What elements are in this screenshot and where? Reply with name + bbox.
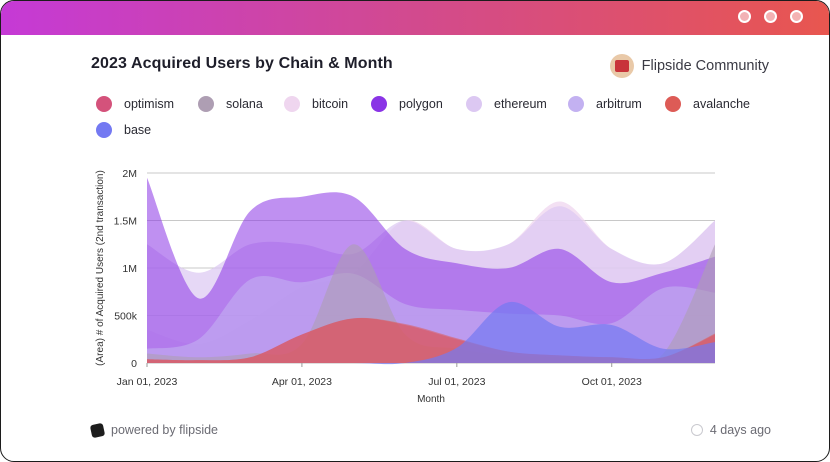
x-axis-label: Month xyxy=(417,394,445,405)
legend-item-base[interactable]: base xyxy=(96,121,156,138)
clock-icon xyxy=(690,424,703,436)
y-tick-label: 2M xyxy=(122,168,137,180)
legend-item-solana[interactable]: solana xyxy=(198,95,284,112)
legend-label: avalanche xyxy=(693,96,750,111)
legend-swatch xyxy=(96,95,112,112)
flipside-logo-icon xyxy=(89,422,106,438)
legend-item-optimism[interactable]: optimism xyxy=(96,95,198,112)
chart-title: 2023 Acquired Users by Chain & Month xyxy=(91,55,393,72)
legend-label: bitcoin xyxy=(312,96,349,111)
legend-label: optimism xyxy=(124,96,175,111)
brand-name: Flipside Community xyxy=(641,58,769,74)
legend-item-bitcoin[interactable]: bitcoin xyxy=(284,95,371,112)
chart-legend: optimism solana bitcoin polygon ethereum arbi… xyxy=(96,95,776,138)
legend-item-avalanche[interactable]: avalanche xyxy=(665,95,759,112)
x-tick-label: Oct 01, 2023 xyxy=(582,376,642,388)
y-axis-label: (Area) # of Acquired Users (2nd transact… xyxy=(95,170,106,366)
window-header-bar xyxy=(1,1,829,35)
x-tick-label: Apr 01, 2023 xyxy=(272,376,332,388)
y-tick-label: 1M xyxy=(122,263,137,275)
legend-swatch xyxy=(198,95,214,112)
last-updated: 4 days ago xyxy=(690,423,771,437)
legend-label: base xyxy=(124,122,152,137)
legend-label: solana xyxy=(226,96,263,111)
area-chart: 0 500k 1M 1.5M 2M Jan 01, 2023 Apr 01, 2023 Jul… xyxy=(95,168,715,405)
window-dot-icon[interactable] xyxy=(764,10,777,23)
legend-label: arbitrum xyxy=(596,96,642,111)
area-base xyxy=(147,301,715,365)
x-tick-label: Jul 01, 2023 xyxy=(428,376,485,388)
legend-swatch xyxy=(466,95,482,112)
window-dot-icon[interactable] xyxy=(790,10,803,23)
legend-swatch xyxy=(665,95,681,112)
y-tick-label: 0 xyxy=(131,358,137,370)
legend-swatch xyxy=(371,95,387,112)
brand[interactable]: Flipside Community xyxy=(609,54,769,78)
last-updated-text: 4 days ago xyxy=(709,423,771,437)
legend-swatch xyxy=(284,95,300,112)
legend-item-arbitrum[interactable]: arbitrum xyxy=(568,95,665,112)
y-tick-label: 1.5M xyxy=(114,216,137,228)
powered-by[interactable]: powered by flipside xyxy=(89,422,219,438)
area-avalanche xyxy=(147,317,715,363)
legend-label: ethereum xyxy=(494,96,547,111)
legend-item-ethereum[interactable]: ethereum xyxy=(466,95,568,112)
legend-label: polygon xyxy=(399,96,443,111)
flipside-avatar-icon xyxy=(609,54,634,78)
legend-item-polygon[interactable]: polygon xyxy=(371,95,466,112)
x-tick-label: Jan 01, 2023 xyxy=(117,376,178,388)
window-dot-icon[interactable] xyxy=(738,10,751,23)
powered-by-text: powered by flipside xyxy=(111,423,219,437)
legend-swatch xyxy=(568,95,584,112)
y-tick-label: 500k xyxy=(114,311,138,323)
legend-swatch xyxy=(96,121,112,138)
